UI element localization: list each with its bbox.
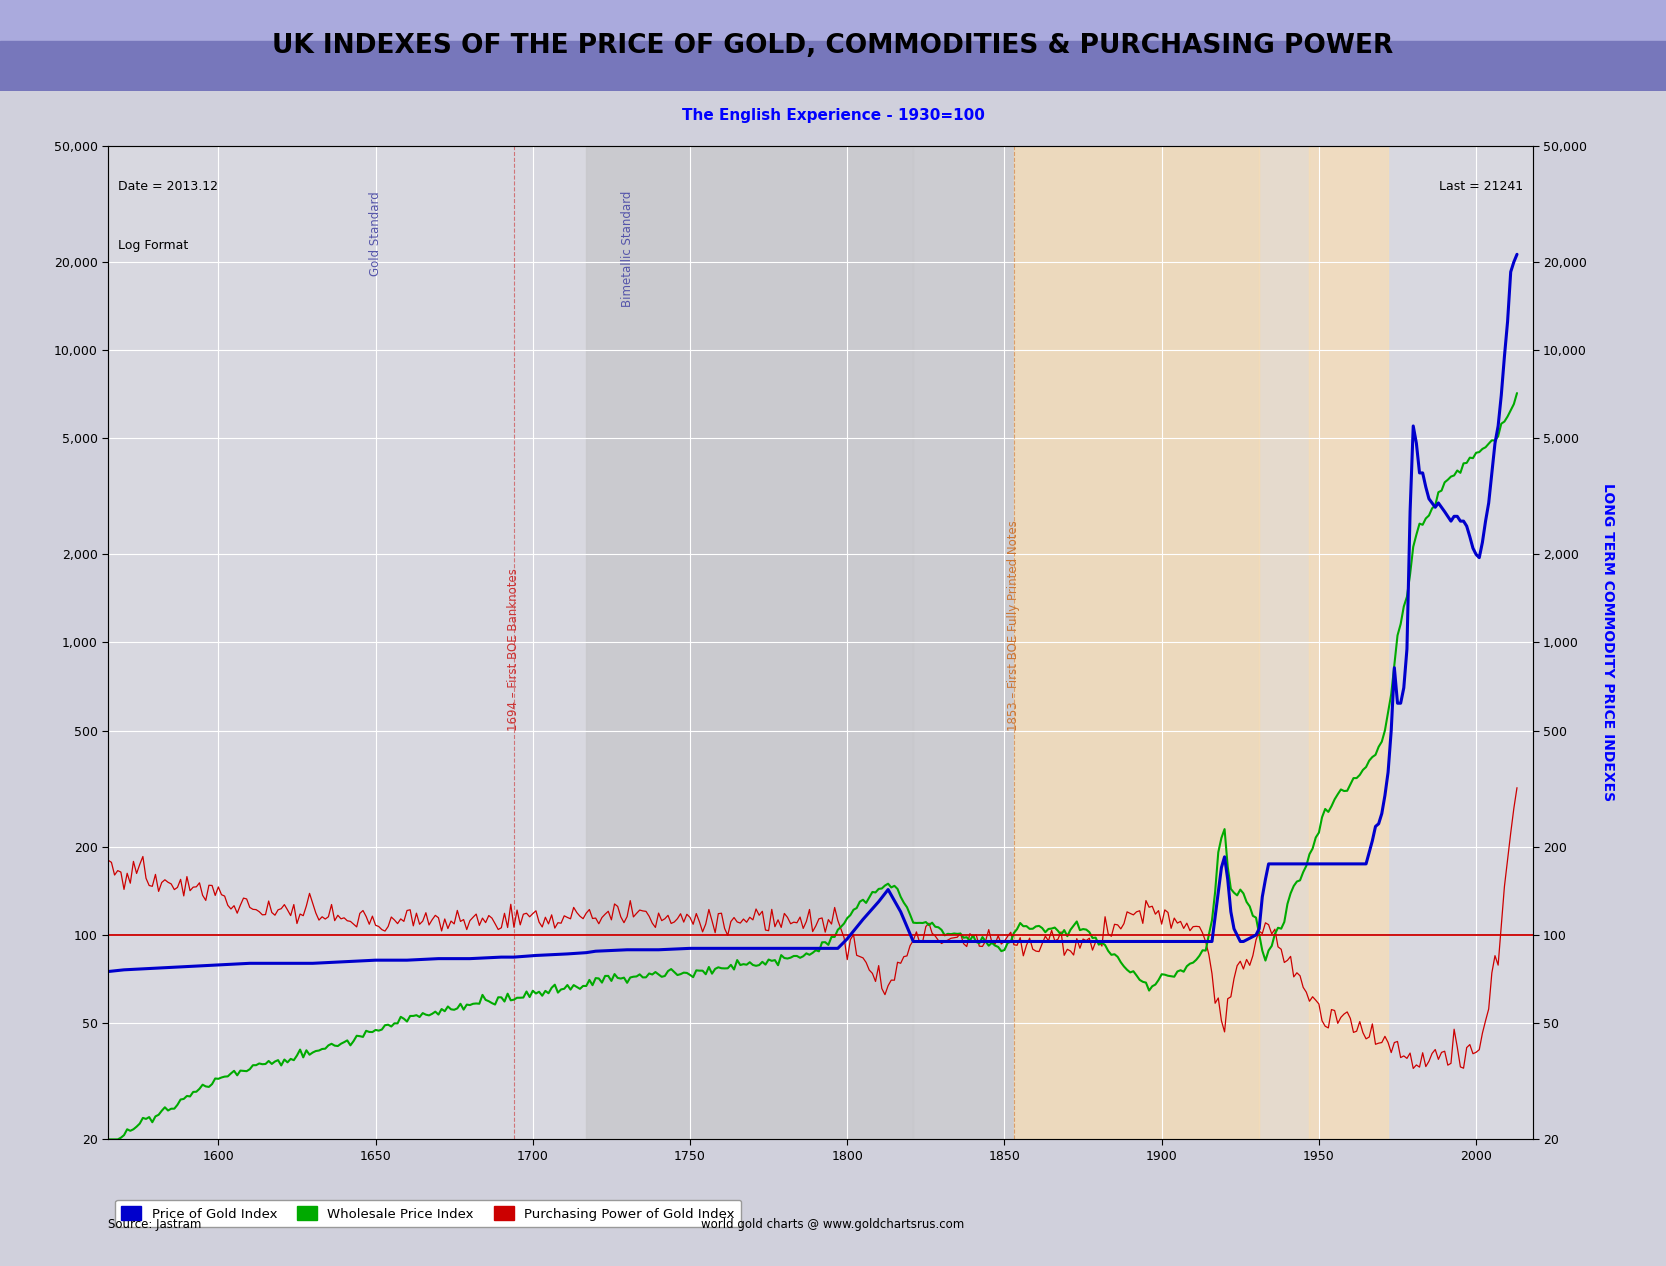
Bar <box>913 146 1259 1139</box>
Bar <box>586 146 913 1139</box>
Text: Gold Standard: Gold Standard <box>370 191 382 276</box>
Text: Source: Jastram: Source: Jastram <box>108 1218 202 1231</box>
Bar <box>0 0 1666 41</box>
Text: 1694 – First BOE Banknotes: 1694 – First BOE Banknotes <box>508 567 520 730</box>
Legend: Price of Gold Index, Wholesale Price Index, Purchasing Power of Gold Index: Price of Gold Index, Wholesale Price Ind… <box>115 1200 741 1227</box>
Text: UK INDEXES OF THE PRICE OF GOLD, COMMODITIES & PURCHASING POWER: UK INDEXES OF THE PRICE OF GOLD, COMMODI… <box>272 33 1394 58</box>
Bar <box>1259 146 1309 1139</box>
Text: Bimetallic Standard: Bimetallic Standard <box>621 191 633 308</box>
Text: 1853 – First BOE Fully Printed Notes: 1853 – First BOE Fully Printed Notes <box>1008 519 1020 730</box>
Bar <box>0 41 1666 91</box>
Bar <box>1309 146 1388 1139</box>
Text: Last = 21241: Last = 21241 <box>1439 181 1523 194</box>
Text: Date = 2013.12: Date = 2013.12 <box>118 181 218 194</box>
Text: The English Experience - 1930=100: The English Experience - 1930=100 <box>681 108 985 123</box>
Y-axis label: LONG TERM COMMODITY PRICE INDEXES: LONG TERM COMMODITY PRICE INDEXES <box>1601 484 1614 801</box>
Text: Log Format: Log Format <box>118 239 188 252</box>
Bar <box>1015 146 1259 1139</box>
Text: world gold charts @ www.goldchartsrus.com: world gold charts @ www.goldchartsrus.co… <box>701 1218 965 1231</box>
